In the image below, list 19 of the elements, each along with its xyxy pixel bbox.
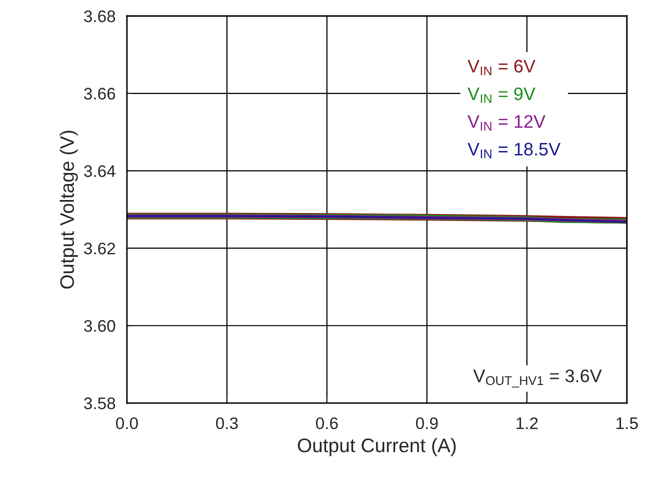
y-tick-label: 3.60	[84, 320, 116, 332]
y-tick-label: 3.62	[84, 242, 115, 254]
x-tick-label: 0.9	[416, 417, 438, 430]
y-tick-label: 3.58	[84, 397, 116, 410]
annotation: V$_{OUT_HV1}$ = 3.6V	[473, 370, 602, 388]
x-tick-label: 0.3	[216, 417, 238, 430]
x-tick-label: 0.0	[116, 417, 138, 430]
text: V$_{IN}$ = 18.5V	[468, 142, 561, 158]
x-tick-label: 1.5	[616, 418, 638, 430]
text: V$_{IN}$ = 12V	[468, 115, 546, 131]
y-axis-title: Output Voltage (V)	[60, 130, 78, 289]
text: V$_{IN}$ = 6V	[468, 60, 536, 76]
text: V$_{IN}$ = 9V	[468, 87, 536, 103]
x-axis-title: Output Current (A)	[298, 438, 456, 456]
y-tick-label: 3.68	[84, 10, 116, 22]
y-tick-label: 3.64	[84, 165, 116, 178]
x-tick-label: 0.6	[316, 417, 338, 430]
y-tick-label: 3.66	[84, 88, 116, 100]
x-tick-label: 1.2	[516, 417, 538, 429]
